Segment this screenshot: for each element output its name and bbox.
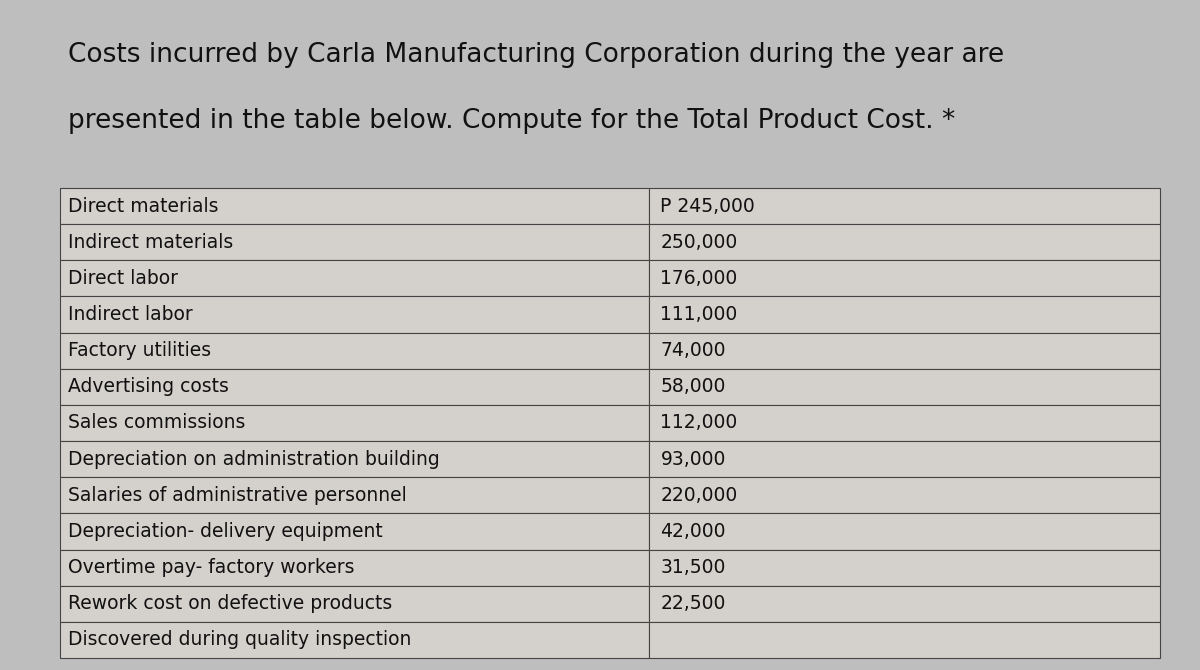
Bar xyxy=(60,513,648,549)
Text: P 245,000: P 245,000 xyxy=(660,196,755,216)
Bar xyxy=(60,549,648,586)
Bar xyxy=(60,296,648,332)
Bar xyxy=(60,441,648,477)
Bar xyxy=(60,586,648,622)
Bar xyxy=(648,477,1160,513)
Text: Discovered during quality inspection: Discovered during quality inspection xyxy=(68,630,412,649)
Bar xyxy=(648,369,1160,405)
Text: 42,000: 42,000 xyxy=(660,522,726,541)
Bar xyxy=(648,332,1160,368)
Text: Overtime pay- factory workers: Overtime pay- factory workers xyxy=(68,558,354,577)
Bar xyxy=(648,441,1160,477)
Bar xyxy=(60,224,648,261)
Bar xyxy=(60,188,648,224)
Bar xyxy=(648,224,1160,261)
Text: Direct materials: Direct materials xyxy=(68,196,218,216)
Text: 250,000: 250,000 xyxy=(660,232,738,252)
Bar xyxy=(60,477,648,513)
Text: Sales commissions: Sales commissions xyxy=(68,413,245,433)
Text: Salaries of administrative personnel: Salaries of administrative personnel xyxy=(68,486,407,505)
Bar xyxy=(648,261,1160,296)
Text: Depreciation on administration building: Depreciation on administration building xyxy=(68,450,439,468)
Text: Costs incurred by Carla Manufacturing Corporation during the year are: Costs incurred by Carla Manufacturing Co… xyxy=(68,42,1004,68)
Text: 111,000: 111,000 xyxy=(660,305,738,324)
Text: Direct labor: Direct labor xyxy=(68,269,178,288)
Text: Factory utilities: Factory utilities xyxy=(68,341,211,360)
Bar xyxy=(648,622,1160,658)
Text: 31,500: 31,500 xyxy=(660,558,726,577)
Bar xyxy=(60,622,648,658)
Text: 93,000: 93,000 xyxy=(660,450,726,468)
Text: 22,500: 22,500 xyxy=(660,594,726,613)
Bar xyxy=(648,405,1160,441)
Text: presented in the table below. Compute for the Total Product Cost. *: presented in the table below. Compute fo… xyxy=(68,108,955,134)
Bar xyxy=(60,369,648,405)
Text: 176,000: 176,000 xyxy=(660,269,738,288)
Bar xyxy=(60,261,648,296)
Bar xyxy=(648,188,1160,224)
Bar xyxy=(648,549,1160,586)
Bar xyxy=(648,586,1160,622)
Text: Indirect labor: Indirect labor xyxy=(68,305,193,324)
Text: 74,000: 74,000 xyxy=(660,341,726,360)
Text: 220,000: 220,000 xyxy=(660,486,738,505)
Text: Indirect materials: Indirect materials xyxy=(68,232,233,252)
Text: Advertising costs: Advertising costs xyxy=(68,377,229,397)
Text: 112,000: 112,000 xyxy=(660,413,738,433)
Bar xyxy=(648,296,1160,332)
Text: Depreciation- delivery equipment: Depreciation- delivery equipment xyxy=(68,522,383,541)
Text: Rework cost on defective products: Rework cost on defective products xyxy=(68,594,392,613)
Text: 58,000: 58,000 xyxy=(660,377,726,397)
Bar xyxy=(648,513,1160,549)
Bar xyxy=(60,332,648,368)
Bar xyxy=(60,405,648,441)
